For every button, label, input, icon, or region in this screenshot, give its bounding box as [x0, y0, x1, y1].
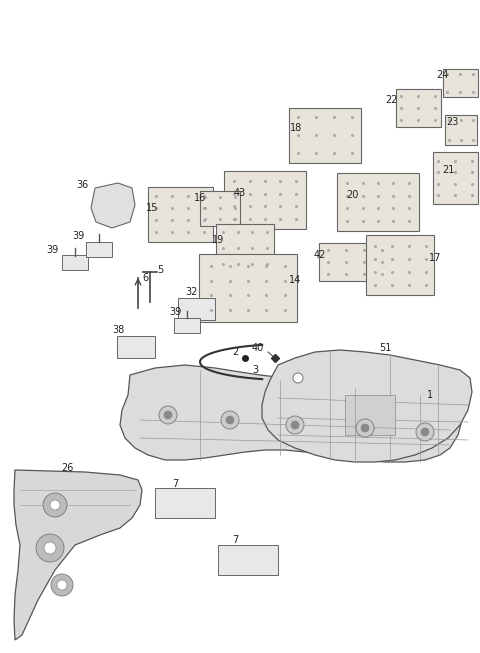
Text: 16: 16 [194, 193, 206, 203]
Circle shape [44, 542, 56, 554]
Text: 14: 14 [289, 275, 301, 285]
Text: 39: 39 [46, 245, 58, 255]
Bar [178, 298, 215, 320]
Polygon shape [216, 224, 274, 272]
Circle shape [51, 574, 73, 596]
Polygon shape [224, 171, 306, 229]
Text: 2: 2 [232, 347, 238, 357]
Text: 32: 32 [186, 287, 198, 297]
Text: 24: 24 [436, 70, 448, 80]
Text: 20: 20 [346, 190, 358, 200]
Circle shape [421, 428, 429, 436]
Text: 6: 6 [142, 273, 148, 283]
Circle shape [356, 419, 374, 437]
Circle shape [159, 406, 177, 424]
Text: 18: 18 [290, 123, 302, 133]
Text: 51: 51 [379, 343, 391, 353]
Bar [62, 255, 88, 270]
Text: 39: 39 [169, 307, 181, 317]
Text: 7: 7 [172, 479, 178, 489]
Text: 43: 43 [234, 188, 246, 198]
Circle shape [293, 373, 303, 383]
Text: 3: 3 [252, 365, 258, 375]
Text: 23: 23 [446, 117, 458, 127]
Circle shape [286, 416, 304, 434]
Polygon shape [445, 115, 477, 145]
Polygon shape [289, 108, 361, 163]
Circle shape [416, 423, 434, 441]
Polygon shape [262, 350, 472, 462]
Bar [117, 336, 155, 358]
Circle shape [226, 416, 234, 424]
Polygon shape [337, 173, 419, 231]
Circle shape [221, 411, 239, 429]
Polygon shape [366, 235, 434, 295]
Bar [345, 395, 395, 435]
Polygon shape [200, 191, 240, 225]
Circle shape [291, 421, 299, 429]
Text: 5: 5 [157, 265, 163, 275]
Polygon shape [443, 69, 478, 97]
Text: 22: 22 [386, 95, 398, 105]
Text: 7: 7 [232, 535, 238, 545]
Text: 19: 19 [212, 235, 224, 245]
Bar [218, 545, 278, 575]
Polygon shape [14, 470, 142, 640]
Bar [155, 488, 215, 518]
Polygon shape [120, 365, 462, 462]
Text: 36: 36 [76, 180, 88, 190]
Circle shape [164, 411, 172, 419]
Text: 40: 40 [252, 343, 264, 353]
Polygon shape [147, 187, 213, 242]
Circle shape [43, 493, 67, 517]
Polygon shape [319, 243, 391, 281]
Text: 1: 1 [427, 390, 433, 400]
Polygon shape [432, 152, 478, 204]
Text: 39: 39 [72, 231, 84, 241]
Text: 26: 26 [61, 463, 73, 473]
Text: 21: 21 [442, 165, 454, 175]
Text: 15: 15 [146, 203, 158, 213]
Circle shape [36, 534, 64, 562]
Bar [174, 318, 200, 333]
Text: 17: 17 [429, 253, 441, 263]
Polygon shape [199, 254, 297, 322]
Circle shape [50, 500, 60, 510]
Circle shape [57, 580, 67, 590]
Circle shape [361, 424, 369, 432]
Text: 38: 38 [112, 325, 124, 335]
Text: 42: 42 [314, 250, 326, 260]
Polygon shape [91, 183, 135, 228]
Bar [86, 242, 112, 257]
Polygon shape [396, 89, 441, 127]
